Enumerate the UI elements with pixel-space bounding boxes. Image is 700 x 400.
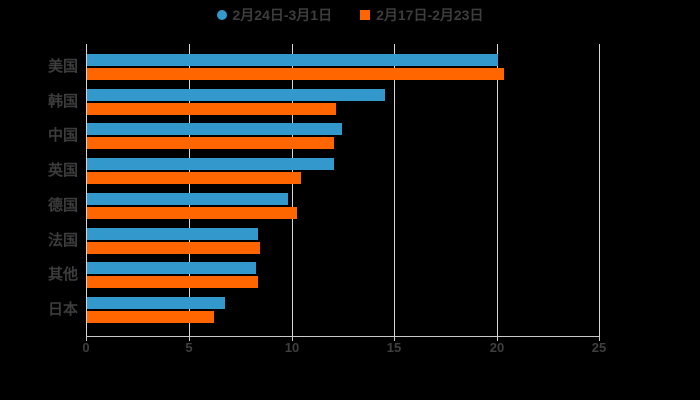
bar-series1-中国: [87, 137, 334, 150]
bar-series0-德国: [87, 192, 289, 205]
legend-label-previous-week: 2月17日-2月23日: [376, 7, 484, 23]
axis-tick-15: [394, 337, 395, 341]
bar-series1-法国: [87, 241, 260, 254]
x-tick-label-10: 10: [284, 340, 300, 355]
bar-series1-日本: [87, 310, 215, 323]
bar-series0-英国: [87, 158, 334, 171]
legend-item-current-week: 2月24日-3月1日: [216, 5, 333, 25]
y-category-label-韩国: 韩国: [47, 92, 78, 110]
bar-series1-韩国: [87, 102, 336, 115]
axis-tick-20: [497, 337, 498, 341]
y-category-label-英国: 英国: [47, 162, 78, 180]
axis-tick-0: [86, 337, 87, 341]
gridline-x-15: [394, 44, 395, 336]
bar-series1-其他: [87, 276, 258, 289]
axis-tick-25: [599, 337, 600, 341]
gridline-x-10: [292, 44, 293, 336]
legend-circle-marker-icon: [216, 10, 227, 20]
axis-tick-5: [189, 337, 190, 341]
bar-series0-韩国: [87, 88, 386, 101]
gridline-x-0: [86, 44, 87, 336]
gridline-x-20: [497, 44, 498, 336]
bar-series1-美国: [87, 68, 505, 80]
legend-square-marker-icon: [360, 10, 371, 20]
x-tick-label-0: 0: [82, 340, 90, 355]
bar-series0-其他: [87, 262, 256, 275]
y-category-label-其他: 其他: [47, 266, 78, 284]
gridline-x-5: [189, 44, 190, 336]
axis-tick-10: [292, 337, 293, 341]
x-tick-label-5: 5: [185, 340, 193, 355]
legend-label-current-week: 2月24日-3月1日: [232, 7, 333, 23]
bar-series1-英国: [87, 172, 301, 185]
x-tick-label-25: 25: [591, 340, 607, 355]
chart-legend: 2月24日-3月1日 2月17日-2月23日: [0, 6, 700, 24]
bar-series0-法国: [87, 227, 258, 240]
bar-series0-美国: [87, 54, 499, 66]
bar-series0-中国: [87, 123, 342, 136]
bar-series0-日本: [87, 296, 225, 309]
y-category-label-日本: 日本: [47, 300, 78, 318]
y-category-label-美国: 美国: [47, 58, 78, 75]
y-category-label-中国: 中国: [47, 127, 78, 145]
y-category-label-法国: 法国: [47, 231, 78, 249]
gridline-x-25: [599, 44, 600, 336]
bar-series1-德国: [87, 206, 297, 219]
y-category-label-德国: 德国: [47, 196, 78, 214]
legend-item-previous-week: 2月17日-2月23日: [360, 5, 483, 25]
plot-area: [86, 44, 600, 337]
x-tick-label-15: 15: [386, 340, 402, 355]
x-tick-label-20: 20: [489, 340, 505, 355]
